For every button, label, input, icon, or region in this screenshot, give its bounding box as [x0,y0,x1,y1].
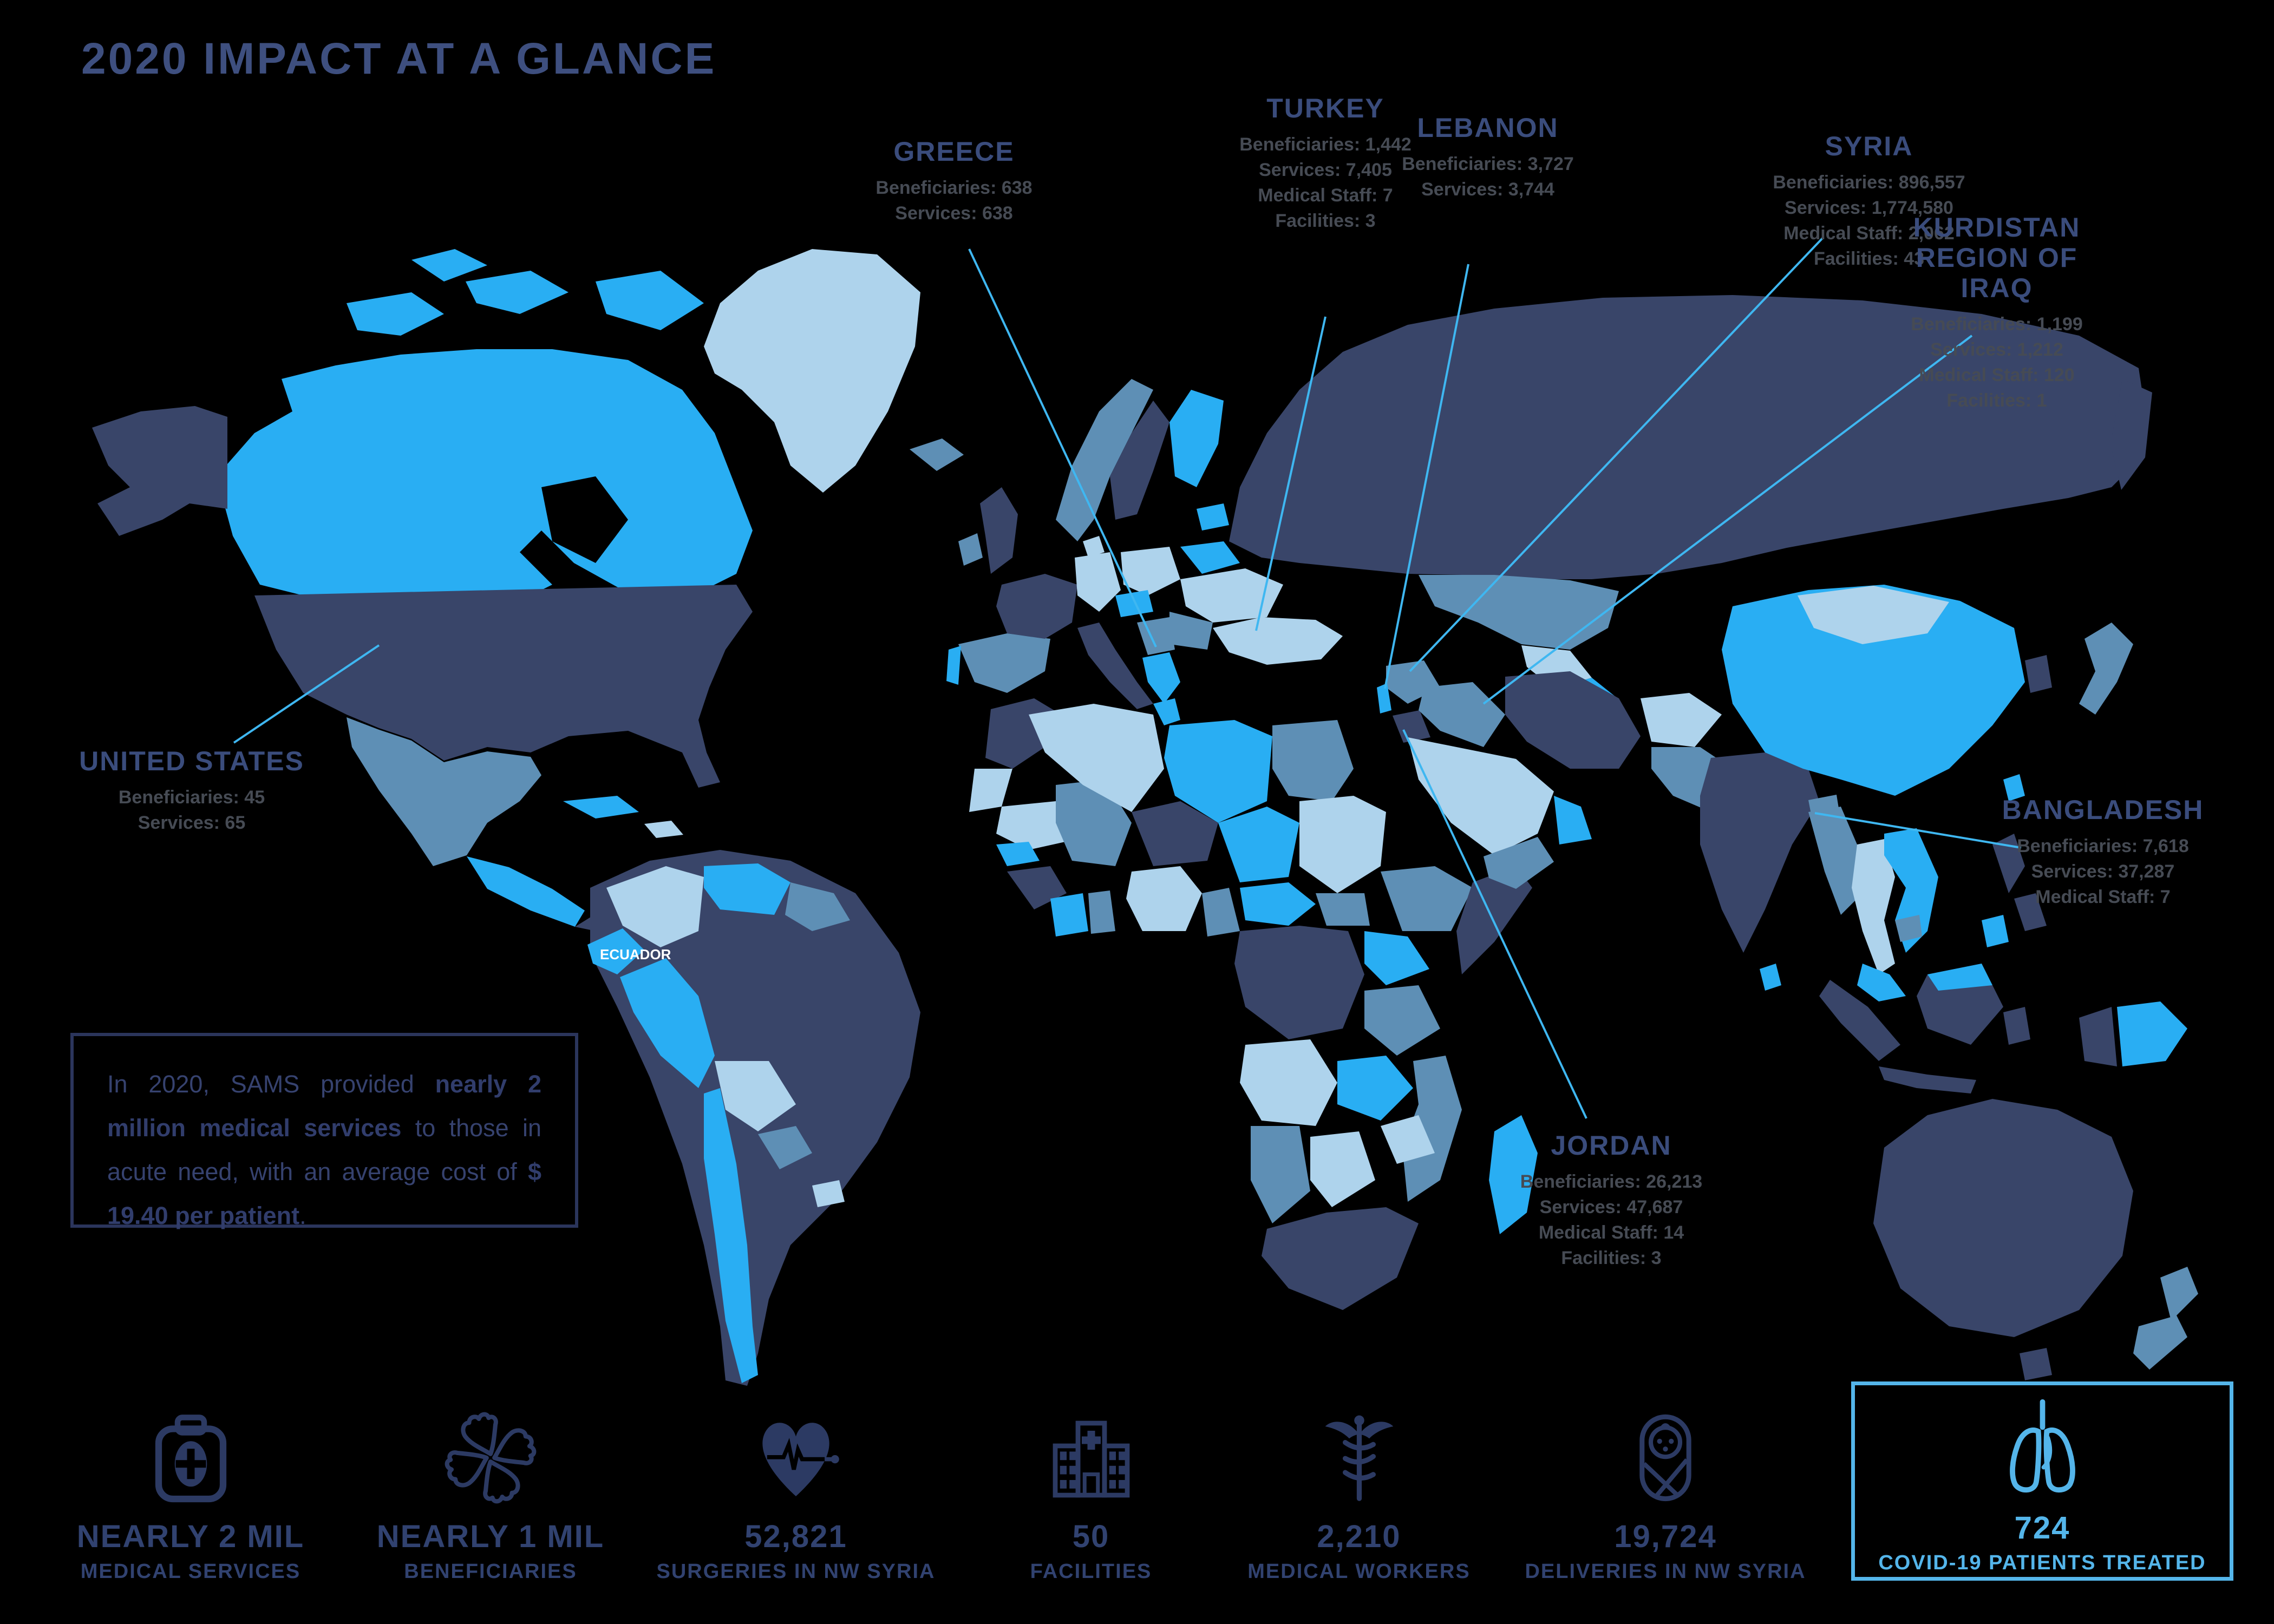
turkey-line [1255,316,1327,631]
south-america: ECUADOR [587,850,920,1386]
stat-label: BENEFICIARIES [404,1560,577,1583]
country-name: JORDAN [1551,1130,1672,1161]
stat-label: SURGERIES IN NW SYRIA [656,1560,936,1583]
stat-label: MEDICAL SERVICES [80,1560,301,1583]
stat-value: 19,724 [1614,1519,1717,1554]
callout-syria: SYRIA Beneficiaries: 896,557 Services: 1,7… [1773,131,1965,272]
oceania [1873,1001,2198,1380]
ecuador-map-label: ECUADOR [600,946,671,962]
jordan-line [1402,729,1587,1119]
stat-value: NEARLY 2 MIL [76,1519,305,1554]
country-stats: Beneficiaries: 638 Services: 638 [875,178,1033,224]
country-stats: Beneficiaries: 3,727 Services: 3,744 [1402,154,1574,200]
country-name: GREECE [893,136,1015,167]
stat-deliveries-in-nw-syria: 19,724 DELIVERIES IN NW SYRIA [1514,1381,1817,1598]
stat-covid-19-patients-treated: 724 COVID-19 PATIENTS TREATED [1851,1381,2233,1581]
greece-line [968,248,1157,647]
united-states-line [233,644,380,744]
country-name: TURKEY [1266,93,1384,123]
country-stats: Beneficiaries: 45 Services: 65 [118,787,265,833]
stat-value: NEARLY 1 MIL [376,1519,605,1554]
hospital-icon [1044,1396,1139,1507]
bangladesh-line [1814,812,2022,849]
baby-icon [1617,1396,1714,1507]
callout-bangladesh: BANGLADESH Beneficiaries: 7,618 Services: … [2002,795,2204,910]
country-stats: Beneficiaries: 1,442 Services: 7,405 Medic… [1239,134,1412,231]
leader-lines [233,236,2022,1119]
hands-icon [442,1396,539,1507]
lungs-icon [1990,1393,2095,1501]
page-title: 2020 IMPACT AT A GLANCE [81,34,717,83]
kurdistan-line [1482,335,1973,705]
north-america [92,249,920,932]
medical-bag-icon [143,1396,238,1507]
syria-line [1409,236,1825,672]
country-stats: Beneficiaries: 7,618 Services: 37,287 Medi… [2017,836,2189,907]
callout-kurdistan-region-of-iraq: KURDISTAN REGION OF IRAQ Beneficiaries: 1,1… [1911,212,2083,414]
stat-value: 50 [1072,1519,1110,1554]
country-name: LEBANON [1417,113,1559,143]
callout-jordan: JORDAN Beneficiaries: 26,213 Services: 47,… [1520,1130,1702,1271]
impact-summary-text: In 2020, SAMS provided nearly 2 million … [107,1070,541,1229]
stat-value: 2,210 [1317,1519,1401,1554]
stat-beneficiaries: NEARLY 1 MIL BENEFICIARIES [339,1381,642,1598]
callout-lebanon: LEBANON Beneficiaries: 3,727 Services: 3,7… [1402,113,1574,202]
stat-medical-services: NEARLY 2 MIL MEDICAL SERVICES [39,1381,342,1598]
stat-label: COVID-19 PATIENTS TREATED [1878,1551,2206,1574]
lebanon-line [1384,264,1469,689]
callout-greece: GREECE Beneficiaries: 638 Services: 638 [875,136,1032,226]
africa [969,698,1538,1310]
stat-value: 52,821 [744,1519,847,1554]
stat-label: FACILITIES [1030,1560,1152,1583]
impact-summary-box: In 2020, SAMS provided nearly 2 million … [70,1033,578,1229]
stat-facilities: 50 FACILITIES [939,1381,1243,1598]
country-name: BANGLADESH [2002,795,2204,825]
country-stats: Beneficiaries: 26,213 Services: 47,687 Med… [1520,1171,1703,1268]
stat-medical-workers: 2,210 MEDICAL WORKERS [1207,1381,1511,1598]
callout-turkey: TURKEY Beneficiaries: 1,442 Services: 7,40… [1239,93,1412,234]
caduceus-icon [1309,1396,1409,1507]
country-stats: Beneficiaries: 896,557 Services: 1,774,58… [1773,172,1965,269]
stat-label: DELIVERIES IN NW SYRIA [1525,1560,1806,1583]
country-name: SYRIA [1825,131,1913,161]
europe [910,379,1283,709]
stat-value: 724 [2014,1510,2070,1546]
country-stats: Beneficiaries: 1,199 Services: 1,212 Medic… [1911,314,2083,411]
asia [1213,295,2152,1093]
stat-label: MEDICAL WORKERS [1247,1560,1471,1583]
callout-united-states: UNITED STATES Beneficiaries: 45 Services: … [79,746,304,836]
country-name: KURDISTAN REGION OF IRAQ [1913,212,2081,303]
country-name: UNITED STATES [79,746,304,776]
heart-pulse-icon [744,1396,847,1507]
stat-surgeries-in-nw-syria: 52,821 SURGERIES IN NW SYRIA [644,1381,948,1598]
